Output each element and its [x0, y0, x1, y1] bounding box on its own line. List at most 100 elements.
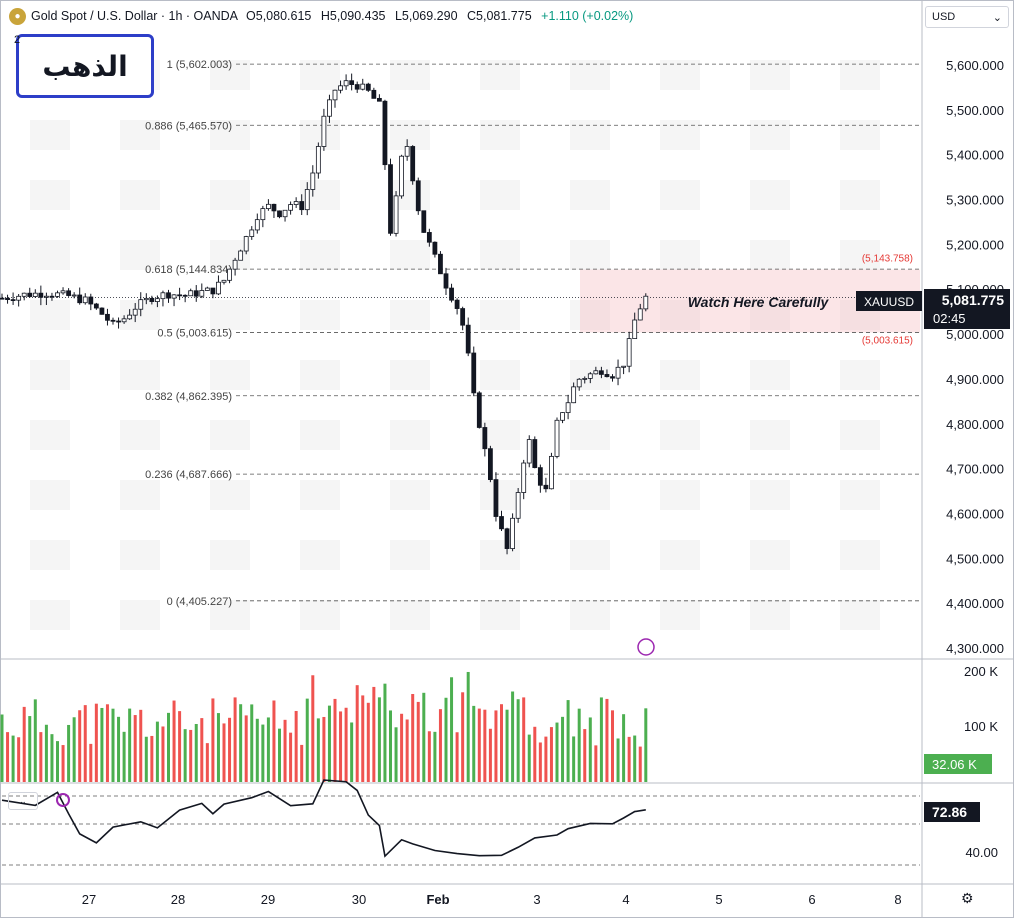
currency-selector[interactable]: USD ⌄ [925, 6, 1009, 28]
volume-bar [33, 699, 37, 782]
candle-body [66, 290, 71, 296]
candle-body [476, 392, 482, 428]
price-tick-label: 4,900.000 [946, 372, 1004, 387]
symbol-title[interactable]: Gold Spot / U.S. Dollar · 1h · OANDA [31, 9, 239, 23]
volume-bar [366, 702, 370, 782]
candle-body [487, 448, 493, 480]
watermark [210, 540, 250, 570]
volume-bar [211, 698, 215, 782]
volume-bar [289, 732, 293, 782]
volume-bar [11, 735, 15, 782]
watermark [750, 240, 790, 270]
volume-bar [178, 711, 182, 782]
watermark [300, 120, 340, 150]
volume-bar [350, 722, 354, 782]
watermark [480, 60, 520, 90]
time-axis-label: 30 [352, 892, 366, 907]
candle-body [260, 208, 266, 221]
candle-body [438, 253, 443, 275]
gold-logo-icon: ● [9, 7, 26, 25]
symbol-tag-label: XAUUSD [864, 295, 914, 309]
volume-bar [294, 710, 298, 782]
watermark [300, 600, 340, 630]
candle-body [204, 287, 210, 291]
candle-body [44, 295, 49, 298]
volume-bar [361, 695, 365, 782]
volume-bar [261, 724, 265, 782]
candle-body [310, 172, 316, 190]
candle-body [643, 295, 649, 310]
candle-body [582, 377, 588, 380]
volume-bar [83, 705, 87, 782]
watermark [480, 360, 520, 390]
volume-bar [6, 732, 10, 782]
candle-body [55, 292, 60, 297]
watermark [390, 540, 430, 570]
volume-bar [422, 692, 426, 782]
candle-body [421, 210, 427, 233]
candle-body [610, 376, 615, 379]
volume-bar [450, 677, 454, 782]
candle-body [299, 201, 305, 211]
candle-body [10, 299, 16, 301]
candle-body [127, 314, 133, 320]
watermark [30, 360, 70, 390]
collapse-indicators-button[interactable]: 2 [14, 34, 20, 46]
time-axis-label: 3 [533, 892, 540, 907]
rsi-last-label: 72.86 [932, 804, 967, 820]
watermark [300, 60, 340, 90]
candle-body [615, 366, 621, 379]
candle-body [99, 307, 105, 315]
candle-body [0, 297, 5, 300]
time-axis-label: 6 [808, 892, 815, 907]
volume-bar [39, 732, 43, 782]
watermark [660, 540, 700, 570]
watermark [570, 420, 610, 450]
time-axis-label: Feb [426, 892, 449, 907]
watermark [660, 600, 700, 630]
candle-body [16, 295, 22, 301]
watermark [840, 540, 880, 570]
volume-bar [577, 708, 581, 782]
volume-bar [255, 718, 259, 782]
fib-level-label: 0.618 (5,144.834) [145, 264, 232, 276]
candle-body [232, 259, 238, 270]
volume-bar [105, 704, 109, 782]
volume-bar [22, 706, 26, 782]
candle-body [365, 83, 371, 91]
candle-body [282, 209, 288, 218]
volume-bar [400, 713, 404, 782]
volume-bar [189, 729, 193, 782]
symbol-tag [856, 291, 922, 311]
ohlc-values: O5,080.615 H5,090.435 L5,069.290 C5,081.… [246, 9, 639, 23]
candle-body [626, 338, 632, 367]
watermark [30, 600, 70, 630]
open-value: O5,080.615 [246, 9, 312, 23]
watermark [840, 600, 880, 630]
candle-body [210, 287, 216, 295]
volume-bar [194, 723, 198, 782]
volume-bar [117, 716, 121, 782]
candle-body [371, 89, 377, 99]
candle-body [77, 294, 83, 304]
watermark [210, 180, 250, 210]
indicator-collapse-button[interactable]: ⌄ [8, 792, 38, 810]
volume-bar [128, 708, 132, 782]
volume-bar [472, 705, 476, 782]
volume-bar [549, 727, 553, 782]
volume-bar [455, 732, 459, 782]
chevron-down-icon: ⌄ [19, 795, 27, 806]
volume-bar [333, 698, 337, 782]
candle-body [332, 89, 338, 101]
watermark [210, 480, 250, 510]
watermark [570, 240, 610, 270]
volume-bar [483, 709, 487, 782]
volume-bar [266, 717, 270, 782]
settings-icon[interactable]: ⚙ [961, 890, 974, 906]
indicator-refresh-icon[interactable] [56, 793, 70, 807]
volume-bar [344, 707, 348, 782]
candle-body [116, 320, 121, 323]
volume-bar [561, 716, 565, 782]
volume-bar [228, 717, 232, 782]
